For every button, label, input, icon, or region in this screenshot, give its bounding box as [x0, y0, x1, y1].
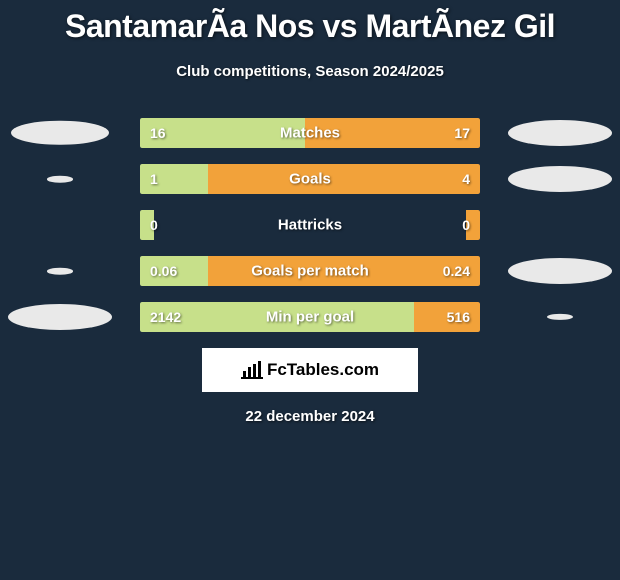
subtitle: Club competitions, Season 2024/2025 [0, 63, 620, 80]
right-magnitude-blob [547, 314, 572, 320]
bar-chart-icon [241, 361, 263, 379]
left-magnitude-blob [11, 121, 109, 145]
stat-bar: 16 17 Matches [140, 118, 480, 148]
right-value: 0 [462, 217, 470, 233]
brand-text: FcTables.com [267, 360, 379, 380]
stat-row: 2142 516 Min per goal [0, 302, 620, 332]
right-value: 17 [454, 125, 470, 141]
stat-label: Hattricks [278, 217, 342, 234]
left-magnitude-blob [47, 268, 73, 275]
left-value: 0.06 [150, 263, 177, 279]
brand-logo-box: FcTables.com [202, 348, 418, 392]
left-magnitude-blob [8, 304, 112, 330]
stat-label: Goals [289, 171, 331, 188]
right-fill [208, 164, 480, 194]
right-magnitude-blob [508, 258, 612, 284]
stat-row: 1 4 Goals [0, 164, 620, 194]
stat-bar: 0 0 Hattricks [140, 210, 480, 240]
right-magnitude-blob [508, 120, 612, 146]
stat-bar: 0.06 0.24 Goals per match [140, 256, 480, 286]
stat-bar: 2142 516 Min per goal [140, 302, 480, 332]
footer-date: 22 december 2024 [0, 408, 620, 425]
right-value: 0.24 [443, 263, 470, 279]
right-value: 4 [462, 171, 470, 187]
left-value: 0 [150, 217, 158, 233]
stat-row: 0 0 Hattricks [0, 210, 620, 240]
right-magnitude-blob [508, 166, 612, 192]
stat-row: 0.06 0.24 Goals per match [0, 256, 620, 286]
left-value: 16 [150, 125, 166, 141]
stat-row: 16 17 Matches [0, 118, 620, 148]
stat-bar: 1 4 Goals [140, 164, 480, 194]
left-magnitude-blob [47, 176, 73, 183]
comparison-stage: 16 17 Matches 1 4 Goals 0 0 Hattricks 0.06 0.24 Goa… [0, 118, 620, 332]
stat-label: Min per goal [266, 309, 354, 326]
left-value: 1 [150, 171, 158, 187]
left-value: 2142 [150, 309, 181, 325]
page-title: SantamarÃ­a Nos vs MartÃ­nez Gil [0, 0, 620, 45]
stat-label: Matches [280, 125, 340, 142]
right-value: 516 [447, 309, 470, 325]
stat-label: Goals per match [251, 263, 369, 280]
